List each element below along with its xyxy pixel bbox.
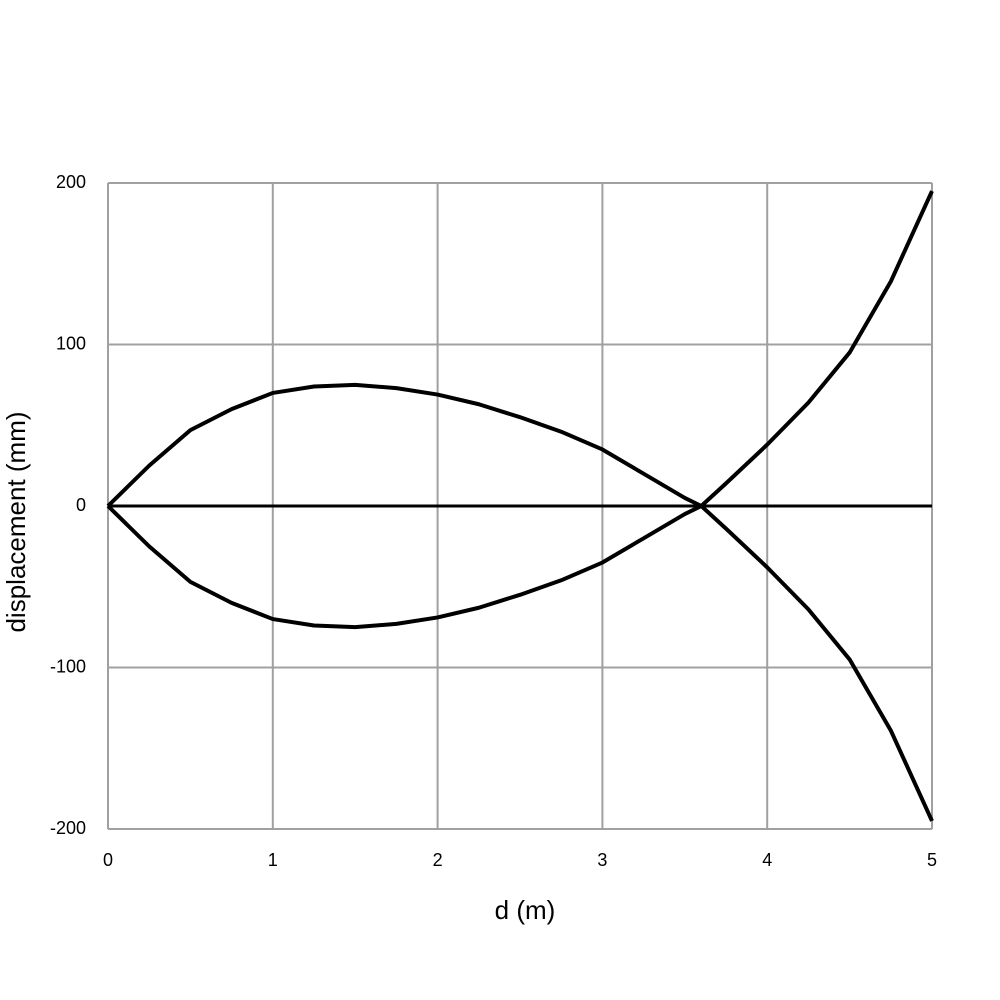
x-tick-label: 2 xyxy=(433,850,443,870)
x-tick-label: 5 xyxy=(927,850,937,870)
y-tick-label: -100 xyxy=(50,656,86,676)
x-tick-label: 4 xyxy=(762,850,772,870)
y-tick-label: 200 xyxy=(56,172,86,192)
x-tick-label: 0 xyxy=(103,850,113,870)
y-tick-label: 100 xyxy=(56,333,86,353)
y-axis-title: displacement (mm) xyxy=(1,411,31,632)
x-tick-label: 1 xyxy=(268,850,278,870)
series-line xyxy=(106,190,934,630)
series-line xyxy=(106,382,934,822)
y-tick-label: -200 xyxy=(50,818,86,838)
x-tick-label: 3 xyxy=(597,850,607,870)
x-axis-title: d (m) xyxy=(495,895,556,925)
y-tick-label: 0 xyxy=(76,495,86,515)
